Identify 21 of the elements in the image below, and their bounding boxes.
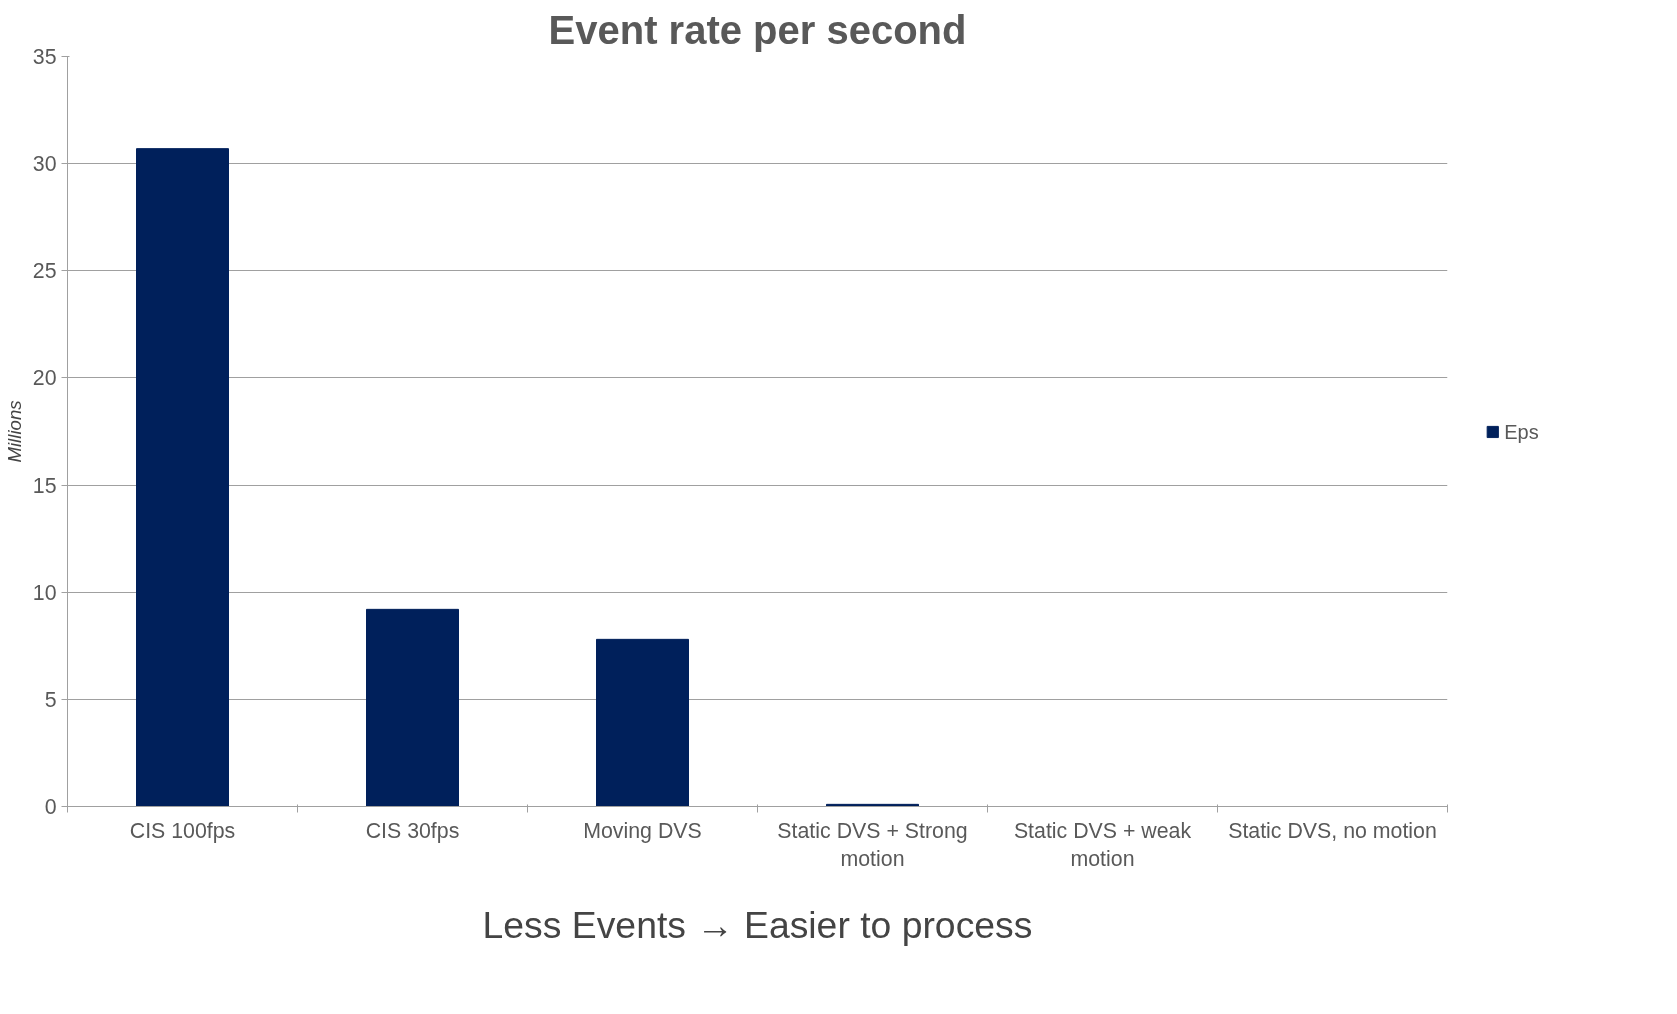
- x-tick-label: CIS 30fps: [365, 818, 460, 843]
- y-tick-label: 0: [44, 795, 57, 819]
- y-tick-label: 25: [32, 259, 57, 284]
- x-axis-title: Less Events → Easier to process: [482, 904, 1033, 947]
- x-tick-label: Static DVS + weak motion: [1013, 818, 1192, 872]
- y-tick-label: 15: [32, 473, 57, 498]
- y-axis-title: Millions: [3, 400, 25, 463]
- x-tick-label: Static DVS, no motion: [1228, 818, 1437, 843]
- legend-label: Eps: [1504, 420, 1539, 443]
- y-tick-label: 5: [44, 687, 57, 712]
- y-tick-label: 20: [32, 366, 57, 391]
- bar: [136, 148, 229, 807]
- bar: [366, 608, 459, 807]
- chart-title: Event rate per second: [548, 7, 967, 52]
- x-tick-label: Static DVS + Strong motion: [777, 818, 968, 872]
- y-tick-label: 30: [32, 152, 57, 177]
- bar: [596, 638, 689, 807]
- y-tick-label: 35: [32, 45, 57, 69]
- x-tick-label: CIS 100fps: [129, 818, 236, 843]
- y-tick-label: 10: [32, 580, 57, 605]
- x-tick-label: Moving DVS: [583, 818, 702, 843]
